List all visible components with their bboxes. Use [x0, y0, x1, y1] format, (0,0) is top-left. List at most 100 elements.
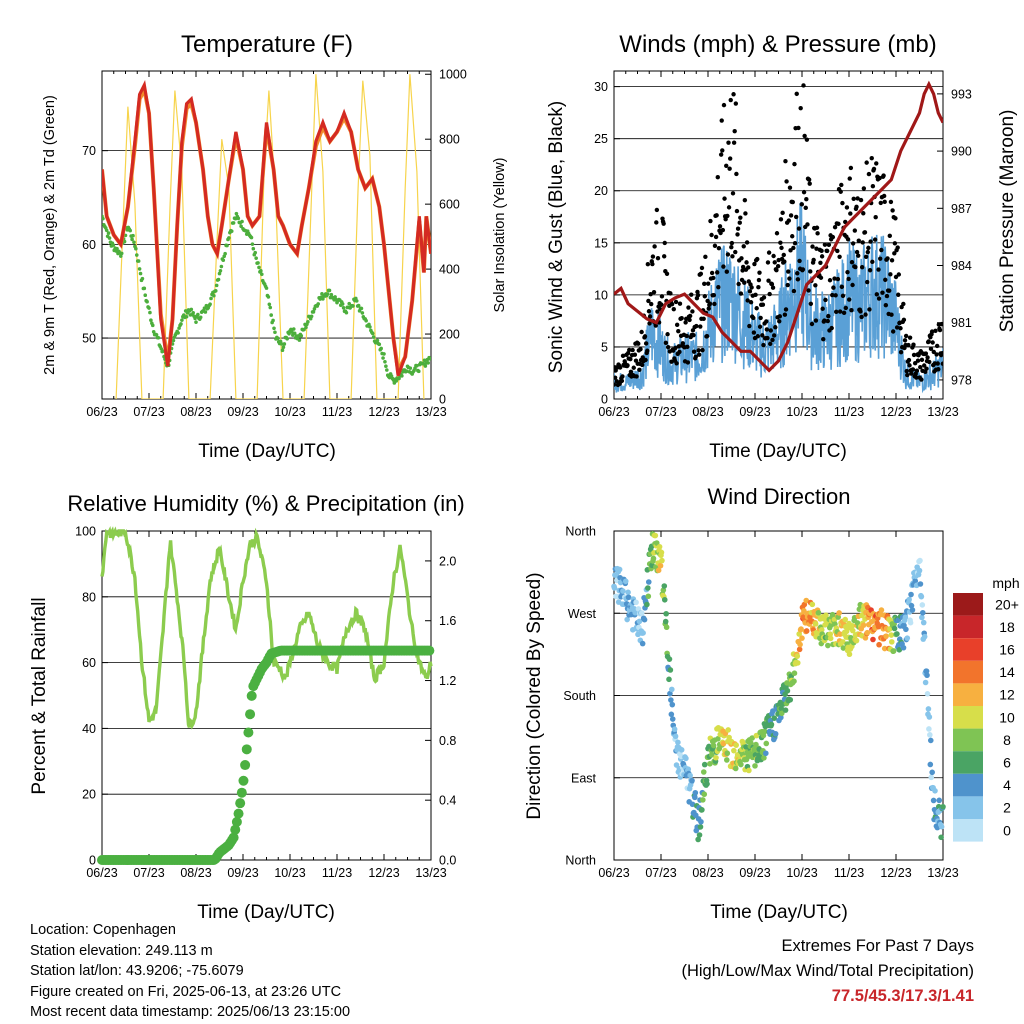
humidity-y2tick-label: 1.2 — [439, 674, 456, 688]
dewpoint-point — [364, 318, 368, 323]
winds-y2tick-label: 987 — [951, 202, 972, 216]
gust-point — [843, 305, 849, 311]
humidity-ytick-label: 100 — [75, 525, 96, 539]
dewpoint-point — [385, 368, 389, 372]
temperature-xtick-label: 06/23 — [86, 405, 117, 419]
gust-point — [861, 186, 867, 191]
precip-point — [230, 824, 241, 835]
gust-point — [760, 333, 765, 338]
gust-point — [665, 332, 670, 337]
direction-point — [733, 742, 739, 748]
temperature-y2tick-label: 400 — [439, 263, 460, 277]
direction-point — [616, 566, 623, 573]
gust-point — [782, 312, 788, 317]
direction-point — [668, 697, 674, 703]
dewpoint-point — [340, 302, 345, 306]
dewpoint-point — [304, 325, 308, 330]
winds-y2tick-label: 984 — [951, 259, 972, 273]
dewpoint-point — [271, 318, 275, 323]
colorbar-label: 2 — [1003, 800, 1011, 816]
gust-point — [648, 292, 653, 297]
gust-point — [786, 218, 792, 223]
dewpoint-point — [180, 318, 184, 322]
gust-point — [811, 257, 816, 263]
location-text: Location: Copenhagen — [30, 922, 176, 938]
dewpoint-point — [147, 306, 151, 310]
dewpoint-point — [145, 299, 149, 304]
dewpoint-point — [279, 342, 284, 346]
direction-point — [799, 635, 805, 641]
gust-point — [757, 324, 763, 329]
gust-point — [701, 316, 706, 322]
gust-point — [893, 216, 898, 221]
dewpoint-point — [384, 364, 388, 369]
direction-point — [731, 747, 737, 754]
gust-point — [793, 214, 799, 220]
created-text: Figure created on Fri, 2025-06-13, at 23… — [30, 983, 342, 1000]
dewpoint-point — [292, 331, 297, 336]
dewpoint-point — [282, 342, 287, 346]
direction-point — [645, 585, 651, 591]
gust-point — [915, 358, 921, 363]
gust-point — [740, 268, 745, 273]
dewpoint-point — [400, 374, 404, 378]
dewpoint-point — [102, 216, 105, 221]
direction-point — [710, 742, 717, 749]
gust-point — [822, 318, 827, 323]
dewpoint-point — [426, 361, 430, 365]
humidity-xtick-label: 06/23 — [86, 866, 117, 880]
gust-point — [882, 199, 887, 205]
humidity-xlabel: Time (Day/UTC) — [197, 902, 335, 923]
gust-point — [798, 105, 803, 111]
dewpoint-point — [149, 318, 153, 322]
gust-point — [924, 366, 929, 371]
dewpoint-point — [240, 219, 244, 224]
gust-point — [637, 367, 642, 372]
gust-point — [809, 321, 815, 327]
humidity-y2tick-label: 0.8 — [439, 734, 456, 748]
colorbar-swatch — [953, 660, 983, 684]
humidity-y2tick-label: 1.6 — [439, 614, 456, 628]
gust-point — [934, 343, 940, 349]
direction-point — [940, 803, 946, 810]
dewpoint-point — [239, 224, 243, 229]
dewpoint-point — [208, 302, 212, 306]
dewpoint-point — [231, 221, 236, 225]
gust-point — [818, 260, 823, 265]
gust-point — [847, 176, 852, 181]
gust-point — [674, 322, 680, 328]
gust-point — [878, 200, 883, 206]
direction-point — [771, 715, 778, 721]
direction-point — [620, 588, 626, 594]
direction-point — [749, 735, 755, 741]
direction-point — [846, 651, 853, 658]
dewpoint-point — [287, 331, 291, 336]
dewpoint-point — [176, 331, 180, 335]
dewpoint-point — [381, 356, 385, 360]
gust-point — [935, 361, 940, 366]
dewpoint-point — [225, 243, 229, 248]
direction-point — [636, 618, 643, 625]
colorbar-swatch — [953, 751, 983, 774]
gust-point — [926, 339, 931, 344]
gust-point — [723, 216, 728, 222]
dewpoint-point — [299, 333, 304, 338]
gust-point — [690, 309, 695, 314]
dewpoint-point — [137, 267, 142, 271]
gust-point — [887, 233, 892, 239]
direction-point — [657, 562, 664, 569]
gust-point — [742, 280, 747, 285]
precip-point — [236, 787, 247, 798]
direction-left-ylabel: Direction (Colored By Speed) — [524, 572, 545, 819]
gust-point — [863, 312, 868, 317]
precip-point — [233, 808, 244, 819]
direction-point — [763, 740, 770, 747]
dewpoint-point — [368, 325, 372, 329]
gust-point — [855, 196, 860, 201]
direction-point — [697, 824, 704, 830]
gust-point — [870, 259, 875, 265]
gust-point — [818, 275, 824, 280]
gust-point — [792, 161, 797, 167]
direction-point — [926, 726, 932, 732]
gust-point — [902, 338, 908, 343]
